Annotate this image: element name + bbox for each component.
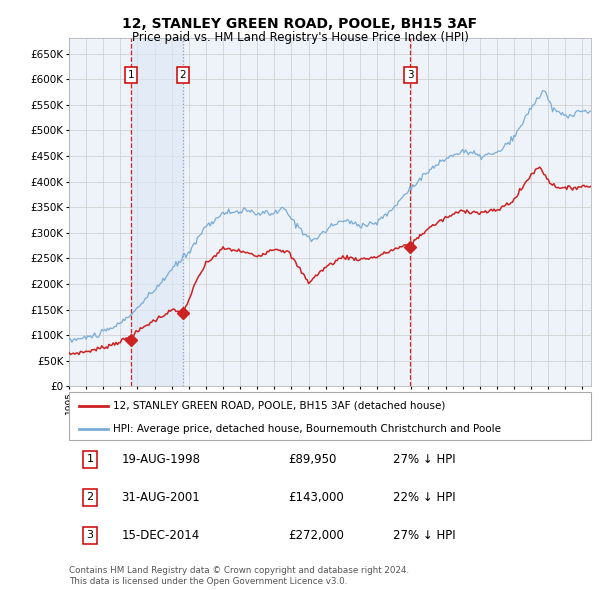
Text: 3: 3: [86, 530, 94, 540]
Text: 12, STANLEY GREEN ROAD, POOLE, BH15 3AF: 12, STANLEY GREEN ROAD, POOLE, BH15 3AF: [122, 17, 478, 31]
Text: £89,950: £89,950: [288, 453, 337, 466]
Text: 15-DEC-2014: 15-DEC-2014: [121, 529, 199, 542]
Text: 31-AUG-2001: 31-AUG-2001: [121, 491, 200, 504]
Text: 2: 2: [86, 492, 94, 502]
Text: 27% ↓ HPI: 27% ↓ HPI: [392, 529, 455, 542]
Bar: [131, 38, 183, 386]
Text: 19-AUG-1998: 19-AUG-1998: [121, 453, 200, 466]
Text: 2: 2: [180, 70, 187, 80]
Text: 1: 1: [128, 70, 134, 80]
Text: Price paid vs. HM Land Registry's House Price Index (HPI): Price paid vs. HM Land Registry's House …: [131, 31, 469, 44]
FancyBboxPatch shape: [69, 392, 591, 440]
Text: £272,000: £272,000: [288, 529, 344, 542]
Text: 27% ↓ HPI: 27% ↓ HPI: [392, 453, 455, 466]
Text: 1: 1: [86, 454, 94, 464]
Text: 3: 3: [407, 70, 414, 80]
Text: 12, STANLEY GREEN ROAD, POOLE, BH15 3AF (detached house): 12, STANLEY GREEN ROAD, POOLE, BH15 3AF …: [113, 401, 446, 411]
Text: £143,000: £143,000: [288, 491, 344, 504]
Text: HPI: Average price, detached house, Bournemouth Christchurch and Poole: HPI: Average price, detached house, Bour…: [113, 424, 502, 434]
Text: 22% ↓ HPI: 22% ↓ HPI: [392, 491, 455, 504]
Text: Contains HM Land Registry data © Crown copyright and database right 2024.
This d: Contains HM Land Registry data © Crown c…: [69, 566, 409, 586]
